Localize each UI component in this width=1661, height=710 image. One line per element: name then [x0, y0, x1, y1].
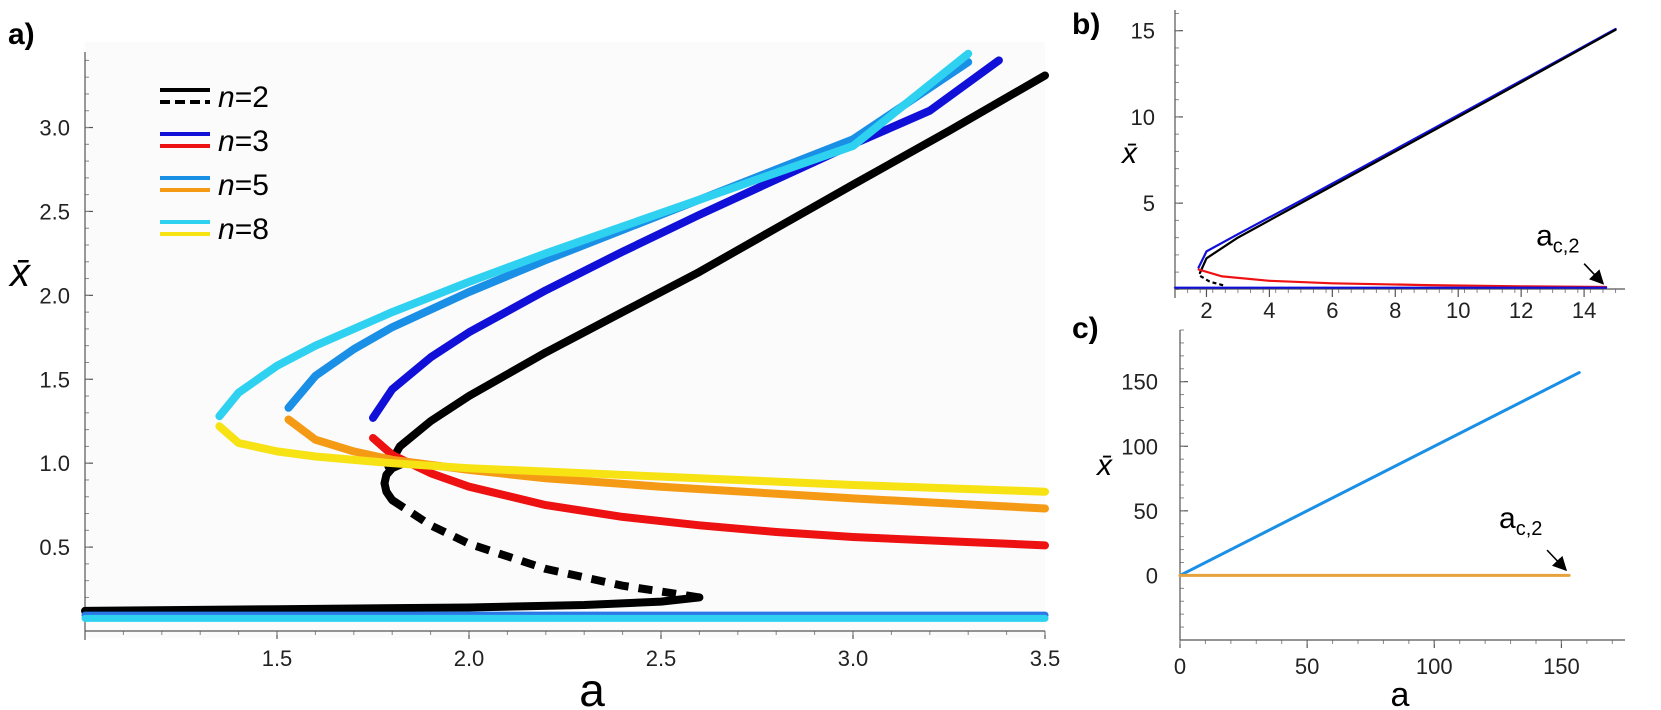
panel-b-tick-labels: 2 4 6 8 10 12 14 5 10 15 [1131, 19, 1597, 323]
panel-a-x-tick-label: 2.0 [454, 646, 485, 671]
panel-c-ticks [1179, 329, 1613, 648]
panel-c-y-tick-label: 50 [1134, 499, 1158, 524]
panel-b: b) 2 4 6 8 10 12 14 5 10 15 x̄ ac,2 [1072, 8, 1625, 323]
panel-b-y-tick-label: 10 [1131, 105, 1155, 130]
panel-c-x-tick-label: 100 [1416, 654, 1453, 679]
panel-c-label: c) [1072, 312, 1099, 345]
panel-c-y-tick-label: 100 [1121, 434, 1158, 459]
panel-b-series-n-2-upper [1198, 28, 1617, 275]
panel-c-series [1178, 371, 1581, 577]
panel-a-ticks [84, 59, 1046, 639]
panel-c-annotation: ac,2 [1499, 502, 1568, 572]
panel-c-series-n-5-upper [1178, 371, 1581, 577]
legend-label: n=2 [218, 81, 269, 114]
panel-b-x-tick-label: 10 [1446, 298, 1470, 323]
panel-a-series-n-2-middle-unstable- [390, 496, 701, 602]
panel-a-y-tick-label: 0.5 [39, 535, 70, 560]
panel-a-legend: n=2 n=3 n=5 n=8 [160, 81, 269, 246]
panel-b-label: b) [1072, 8, 1100, 41]
panel-a-series-n-2-upper [384, 71, 1049, 471]
panel-b-x-tick-label: 6 [1326, 298, 1338, 323]
panel-c-y-tick-label: 0 [1146, 563, 1158, 588]
panel-c-y-axis-label: x̄ [1095, 449, 1113, 482]
panel-b-annotation: ac,2 [1536, 220, 1605, 285]
panel-a-tick-labels: 1.5 2.0 2.5 3.0 3.5 0.5 1.0 1.5 2.0 2.5 3.0 [39, 116, 1060, 671]
panel-a-series [81, 49, 1049, 622]
panel-c-x-axis-label: a [1391, 676, 1410, 710]
panel-a-y-tick-label: 1.0 [39, 451, 70, 476]
panel-c-tick-labels: 0 50 100 150 0 50 100 150 [1121, 370, 1580, 679]
panel-b-series-n-3-middle [1197, 268, 1608, 289]
panel-a-series-n-2-lower [81, 593, 704, 615]
panel-b-x-tick-label: 8 [1389, 298, 1401, 323]
panel-a-y-tick-label: 2.0 [39, 283, 70, 308]
panel-b-x-tick-label: 14 [1572, 298, 1596, 323]
panel-a-series-n-8-middle [215, 422, 1049, 496]
panel-c-x-tick-label: 50 [1295, 654, 1319, 679]
panel-a-x-tick-label: 3.5 [1030, 646, 1061, 671]
panel-b-annotation-text: ac,2 [1536, 220, 1579, 258]
panel-a-y-axis-label: x̄ [8, 251, 32, 295]
panel-a: a) 1.5 2.0 2.5 3.0 3.5 0.5 1.0 1.5 2.0 2.5 3.0 a x… [8, 18, 1060, 710]
panel-a-series-n-3-upper [369, 56, 1003, 422]
legend-label: n=5 [218, 169, 269, 202]
panel-b-y-axis-label: x̄ [1120, 137, 1138, 170]
panel-a-y-tick-label: 1.5 [39, 367, 70, 392]
panel-b-y-tick-label: 15 [1131, 19, 1155, 44]
panel-b-series-n-2-unstable [1199, 274, 1226, 287]
panel-b-x-tick-label: 12 [1509, 298, 1533, 323]
panel-c-annotation-arrow [1546, 549, 1568, 572]
panel-b-annotation-arrow [1583, 263, 1605, 285]
panel-a-x-tick-label: 2.5 [646, 646, 677, 671]
panel-b-ticks [1174, 12, 1617, 297]
panel-a-x-axis-label: a [579, 664, 605, 710]
panel-c-annotation-text: ac,2 [1499, 502, 1542, 540]
panel-b-y-tick-label: 5 [1143, 191, 1155, 216]
panel-c-y-tick-label: 150 [1121, 370, 1158, 395]
panel-a-x-tick-label: 1.5 [262, 646, 293, 671]
panel-b-x-tick-label: 2 [1200, 298, 1212, 323]
panel-a-series-n-2-middle [380, 459, 408, 505]
panel-a-y-tick-label: 2.5 [39, 199, 70, 224]
legend-label: n=3 [218, 125, 269, 158]
panel-b-series [1173, 27, 1617, 289]
panel-c-x-tick-label: 150 [1543, 654, 1580, 679]
panel-a-series-n-8-upper [215, 49, 973, 421]
panel-c: c) 0 50 100 150 0 50 100 150 a x̄ ac,2 [1072, 312, 1625, 710]
panel-b-series-n-3-upper [1197, 27, 1617, 269]
panel-a-x-tick-label: 3.0 [838, 646, 869, 671]
panel-b-x-tick-label: 4 [1263, 298, 1275, 323]
panel-a-series-n-5-upper [284, 58, 973, 412]
panel-c-x-tick-label: 0 [1174, 654, 1186, 679]
panel-a-y-tick-label: 3.0 [39, 116, 70, 141]
legend-label: n=8 [218, 213, 269, 246]
panel-a-label: a) [8, 18, 35, 51]
